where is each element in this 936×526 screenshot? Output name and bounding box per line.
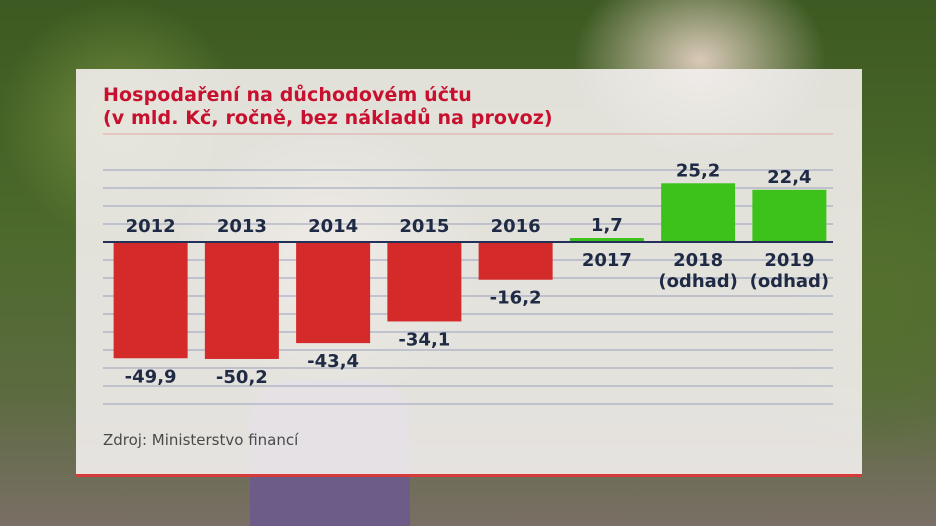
value-label: -49,9: [125, 366, 177, 387]
value-label: -34,1: [398, 329, 450, 350]
bar: [296, 242, 371, 344]
chart-subtitle: (v mld. Kč, ročně, bez nákladů na provoz…: [103, 107, 553, 129]
bars: [103, 183, 833, 359]
value-label: -43,4: [307, 351, 359, 372]
value-label: -50,2: [216, 367, 268, 388]
category-label: 2016: [491, 216, 541, 237]
bar: [569, 238, 644, 242]
chart-title: Hospodaření na důchodovém účtu: [103, 84, 472, 106]
bar: [387, 242, 462, 322]
panel-bottom-rule: [76, 474, 862, 477]
category-label: 2018: [673, 250, 723, 271]
bar: [113, 242, 188, 359]
labels: -49,9 2012 -50,2 2013 -43,4 2014 -34,1 2015 -16,…: [125, 160, 829, 388]
bar: [752, 189, 827, 242]
category-label: 2015: [399, 216, 449, 237]
bar: [478, 242, 553, 280]
value-label: 22,4: [767, 167, 811, 188]
category-label: 2012: [126, 216, 176, 237]
bar: [204, 242, 279, 359]
value-label: -16,2: [490, 288, 542, 309]
category-label: 2013: [217, 216, 267, 237]
category-label: (odhad): [750, 271, 830, 292]
bar: [661, 183, 736, 242]
category-label: 2014: [308, 216, 358, 237]
value-label: 25,2: [676, 160, 720, 181]
category-label: (odhad): [658, 271, 738, 292]
category-label: 2017: [582, 250, 632, 271]
category-label: 2019: [764, 250, 814, 271]
value-label: 1,7: [591, 215, 623, 236]
source-note: Zdroj: Ministerstvo financí: [103, 431, 299, 449]
